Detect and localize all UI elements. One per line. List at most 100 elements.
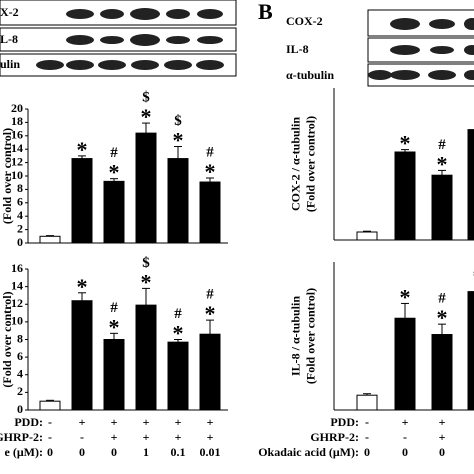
significance-star: * <box>205 159 216 184</box>
y-tick-label: 14 <box>11 141 23 155</box>
significance-star: * <box>400 131 411 156</box>
condition-value: + <box>207 430 214 444</box>
y-tick-label: 6 <box>17 349 23 363</box>
condition-label: GHRP-2: <box>310 430 359 444</box>
y-tick-label: 18 <box>11 114 23 128</box>
y-tick-label: 4 <box>17 208 23 222</box>
significance-dollar: $ <box>142 255 150 271</box>
y-tick-label: 4 <box>17 367 23 381</box>
bar <box>356 394 378 411</box>
condition-value: 0 <box>47 445 53 459</box>
bar <box>199 333 221 411</box>
y-tick-label: 6 <box>17 195 23 209</box>
significance-star: * <box>205 301 216 326</box>
significance-star: * <box>77 274 88 299</box>
y-tick-label: 8 <box>17 331 23 345</box>
blot-label: IL-8 <box>286 42 309 56</box>
condition-value: + <box>111 430 118 444</box>
condition-value: + <box>143 415 150 429</box>
y-axis-label: COX-2 / α-tubulin <box>288 117 302 211</box>
bar <box>39 400 61 411</box>
condition-value: + <box>79 415 86 429</box>
condition-value: - <box>80 430 84 444</box>
condition-label: PDD: <box>14 415 43 429</box>
y-tick-label: 0 <box>17 402 23 416</box>
y-tick-label: 16 <box>11 128 23 142</box>
bar <box>167 341 189 411</box>
y-tick-label: 8 <box>17 181 23 195</box>
significance-dollar: $ <box>142 90 150 106</box>
bar <box>394 151 416 241</box>
bar <box>356 231 378 241</box>
bar <box>71 300 93 411</box>
significance-star: * <box>473 264 474 289</box>
y-axis-label: (Fold over control) <box>303 116 317 212</box>
significance-star: * <box>437 151 448 176</box>
bar <box>199 181 221 244</box>
bar <box>167 158 189 244</box>
significance-hash: # <box>438 291 446 307</box>
significance-star: * <box>77 137 88 162</box>
significance-star: * <box>141 104 152 129</box>
bar <box>103 339 125 411</box>
bar <box>467 291 474 411</box>
condition-value: + <box>439 415 446 429</box>
y-tick-label: 2 <box>17 384 23 398</box>
bar <box>467 129 474 241</box>
bar <box>431 334 453 411</box>
condition-value: - <box>365 430 369 444</box>
significance-star: * <box>173 128 184 153</box>
y-tick-label: 10 <box>11 314 23 328</box>
significance-star: * <box>109 160 120 185</box>
y-axis-label: (Fold over control) <box>0 291 14 387</box>
y-axis-label: (Fold over control) <box>303 288 317 384</box>
condition-value: 1 <box>143 445 149 459</box>
blot-label: COX-2 <box>286 14 323 28</box>
condition-value: 0 <box>439 445 445 459</box>
blot-label: ulin <box>0 57 20 71</box>
y-tick-label: 2 <box>17 221 23 235</box>
bar <box>71 158 93 244</box>
condition-value: - <box>403 430 407 444</box>
significance-star: * <box>400 284 411 309</box>
significance-hash: # <box>206 144 214 160</box>
panel-label: B <box>258 0 273 24</box>
bar <box>135 132 157 244</box>
y-tick-label: 10 <box>11 168 23 182</box>
y-tick-label: 0 <box>17 235 23 249</box>
significance-hash: # <box>438 137 446 153</box>
significance-star: * <box>141 269 152 294</box>
significance-hash: # <box>206 287 214 303</box>
condition-value: + <box>175 415 182 429</box>
left-blots <box>0 0 237 77</box>
significance-hash: # <box>110 300 118 316</box>
condition-value: 0 <box>364 445 370 459</box>
significance-hash: # <box>174 306 182 322</box>
significance-hash: # <box>110 145 118 161</box>
blot-label: L-8 <box>0 32 18 46</box>
blot-label: α-tubulin <box>286 68 334 82</box>
condition-value: - <box>48 415 52 429</box>
significance-dollar: $ <box>174 113 182 129</box>
bar <box>103 180 125 244</box>
significance-star: * <box>109 314 120 339</box>
bar <box>39 235 61 244</box>
y-tick-label: 16 <box>11 261 23 275</box>
condition-value: 0 <box>111 445 117 459</box>
condition-value: 0 <box>79 445 85 459</box>
significance-star: * <box>173 321 184 346</box>
condition-value: + <box>175 430 182 444</box>
bar <box>394 317 416 411</box>
condition-label: GHRP-2: <box>0 430 43 444</box>
condition-value: + <box>439 430 446 444</box>
condition-value: - <box>365 415 369 429</box>
condition-value: 0 <box>402 445 408 459</box>
condition-label: Okadaic acid (μM): <box>258 445 359 459</box>
condition-label: PDD: <box>330 415 359 429</box>
condition-value: + <box>207 415 214 429</box>
condition-value: + <box>111 415 118 429</box>
bar <box>135 304 157 411</box>
y-tick-label: 12 <box>11 154 23 168</box>
y-axis-label: (Fold over control) <box>0 128 14 224</box>
